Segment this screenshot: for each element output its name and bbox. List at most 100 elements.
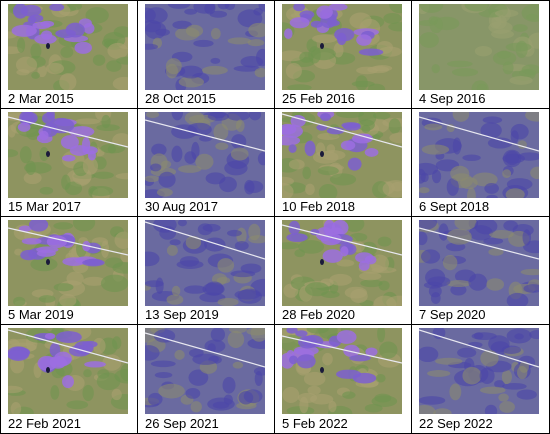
purple-patch — [21, 237, 42, 245]
date-label: 10 Feb 2018 — [282, 199, 356, 214]
texture — [92, 337, 106, 354]
texture — [216, 276, 231, 284]
date-label: 6 Sept 2018 — [419, 199, 490, 214]
texture — [53, 283, 74, 292]
texture — [147, 392, 163, 406]
date-label: 4 Sep 2016 — [419, 91, 486, 106]
texture — [510, 123, 529, 140]
texture — [207, 343, 216, 353]
date-label: 22 Sep 2022 — [419, 416, 493, 431]
purple-patch — [28, 220, 49, 232]
texture — [312, 34, 338, 44]
texture — [155, 28, 170, 36]
texture — [248, 235, 265, 244]
texture — [446, 60, 473, 68]
texture — [351, 80, 375, 88]
texture — [232, 361, 244, 369]
texture — [454, 220, 477, 230]
texture — [23, 171, 42, 185]
texture — [501, 345, 522, 354]
date-label: 22 Feb 2021 — [8, 416, 82, 431]
texture — [150, 360, 176, 368]
texture — [254, 371, 263, 386]
purple-patch — [289, 17, 310, 29]
texture — [386, 295, 402, 306]
texture — [474, 220, 498, 235]
date-label: 7 Sep 2020 — [419, 307, 486, 322]
texture — [489, 230, 514, 239]
texture — [250, 328, 265, 342]
texture — [310, 47, 336, 61]
texture — [167, 4, 191, 9]
texture — [473, 332, 484, 340]
purple-patch — [358, 48, 384, 56]
texture — [226, 112, 250, 121]
texture — [479, 386, 506, 394]
date-label: 13 Sep 2019 — [145, 307, 219, 322]
texture — [50, 385, 60, 400]
texture — [155, 277, 164, 294]
texture — [419, 187, 430, 194]
panel: 30 Aug 2017 — [138, 109, 275, 217]
purple-patch — [32, 21, 51, 30]
texture — [419, 168, 426, 184]
purple-patch — [365, 347, 378, 357]
texture — [193, 4, 216, 14]
purple-patch — [286, 233, 308, 242]
texture — [479, 367, 495, 384]
texture — [450, 165, 470, 182]
texture — [59, 293, 77, 306]
texture — [467, 187, 476, 198]
texture — [303, 371, 326, 386]
texture — [482, 116, 503, 124]
purple-patch — [49, 4, 65, 12]
texture — [178, 76, 205, 88]
texture — [248, 22, 265, 38]
texture — [112, 261, 128, 274]
texture — [517, 152, 539, 161]
scan-line — [8, 116, 128, 148]
texture — [494, 380, 505, 388]
scan-line — [282, 224, 402, 256]
texture — [427, 370, 451, 377]
texture — [336, 259, 355, 267]
texture — [249, 112, 262, 121]
texture — [472, 172, 498, 187]
texture — [82, 384, 94, 402]
water-body — [46, 259, 50, 265]
texture — [476, 83, 487, 90]
texture — [197, 223, 213, 236]
texture — [166, 245, 178, 256]
texture — [61, 174, 71, 190]
texture — [53, 222, 74, 230]
texture — [305, 282, 330, 297]
texture — [487, 137, 513, 149]
texture — [93, 171, 114, 179]
purple-patch — [34, 34, 57, 45]
satellite-image — [282, 220, 402, 306]
texture — [19, 146, 32, 164]
texture — [509, 76, 533, 85]
texture — [72, 220, 96, 232]
date-label: 5 Feb 2022 — [282, 416, 348, 431]
scan-line — [419, 329, 539, 368]
texture — [484, 182, 499, 194]
texture — [185, 387, 201, 399]
texture — [430, 292, 441, 305]
texture — [464, 4, 490, 12]
texture — [227, 330, 245, 349]
satellite-image — [145, 328, 265, 414]
texture — [502, 169, 512, 179]
texture — [45, 62, 64, 75]
texture — [432, 328, 446, 340]
purple-patch — [320, 113, 331, 122]
texture — [446, 280, 472, 287]
texture — [310, 393, 334, 405]
texture — [356, 66, 378, 75]
texture — [145, 7, 156, 23]
texture — [257, 152, 265, 166]
texture — [530, 166, 539, 180]
panel: 25 Feb 2016 — [275, 1, 412, 109]
texture — [37, 65, 47, 78]
purple-patch — [336, 330, 357, 344]
